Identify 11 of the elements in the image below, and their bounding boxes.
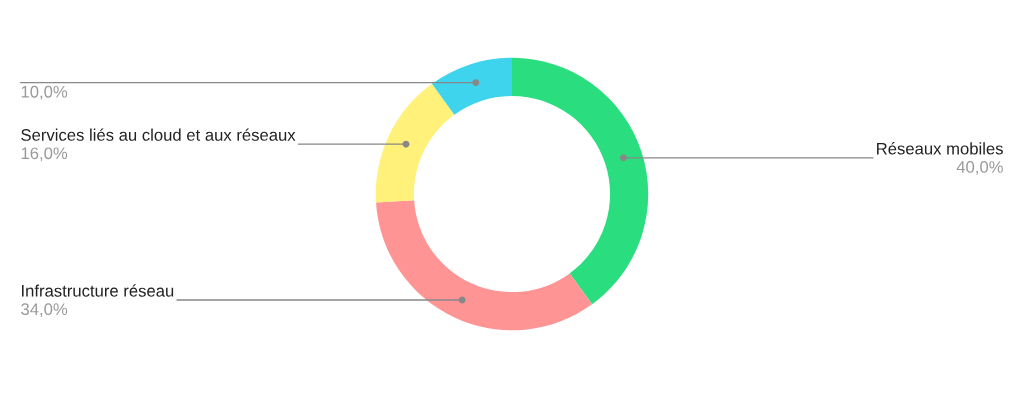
donut-slice xyxy=(431,57,512,115)
donut-slice xyxy=(376,200,593,331)
donut-slice xyxy=(512,57,649,305)
data-label: 34,0% xyxy=(21,303,68,318)
donut-slice xyxy=(375,83,455,203)
data-label: 10,0% xyxy=(21,85,68,100)
slice-label: Services liés au cloud et aux réseaux xyxy=(21,128,296,141)
data-label: 40,0% xyxy=(956,161,1003,175)
data-label: 16,0% xyxy=(21,147,68,162)
slice-label: Infrastructure réseau xyxy=(22,284,174,297)
slice-label: Réseaux mobiles xyxy=(877,142,1003,155)
